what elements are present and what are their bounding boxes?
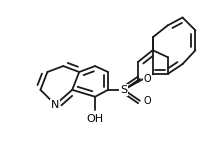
Text: O: O [144,74,151,84]
Text: N: N [51,100,59,110]
Text: OH: OH [87,114,104,124]
Text: O: O [144,96,151,106]
Text: S: S [120,85,128,95]
